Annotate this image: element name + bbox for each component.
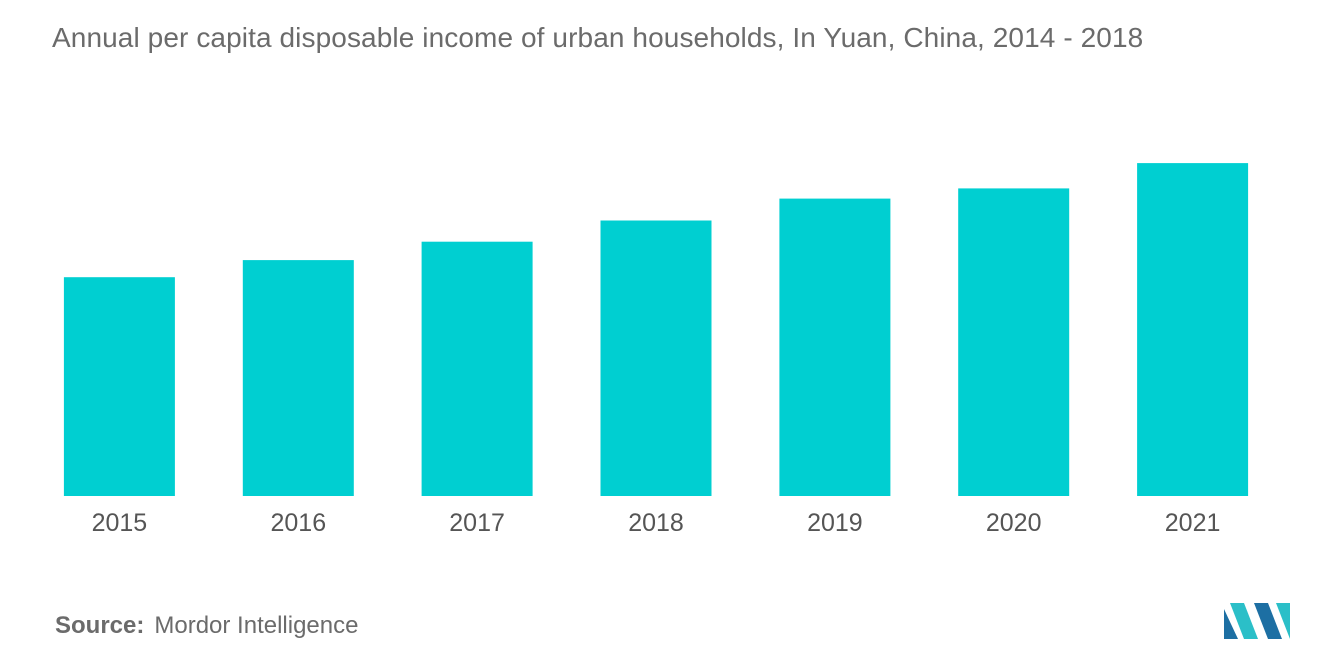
bar-2015	[63, 277, 175, 496]
bar-2017	[421, 241, 533, 496]
bar-2016	[242, 260, 354, 496]
source-value: Mordor Intelligence	[154, 612, 359, 639]
bar-2018	[600, 220, 712, 496]
bar-2020	[958, 188, 1070, 496]
bar-2019	[779, 198, 891, 496]
source-note: Source: Mordor Intelligence	[55, 612, 358, 640]
bar-2021	[1137, 163, 1249, 496]
bars-group	[63, 163, 1249, 496]
x-tick-label-2019: 2019	[807, 509, 863, 537]
x-tick-label-2020: 2020	[986, 509, 1042, 537]
x-tick-label-2015: 2015	[92, 509, 148, 537]
source-label: Source:	[55, 612, 145, 639]
x-tick-label-2021: 2021	[1165, 509, 1221, 537]
x-tick-label-2018: 2018	[628, 509, 684, 537]
chart-title: Annual per capita disposable income of u…	[52, 22, 1144, 53]
x-tick-label-2016: 2016	[270, 509, 326, 537]
x-tick-label-2017: 2017	[449, 509, 505, 537]
x-axis-tick-labels: 2015 2016 2017 2018 2019 2020 2021	[92, 509, 1221, 537]
mordor-intelligence-logo-icon	[1224, 603, 1290, 639]
